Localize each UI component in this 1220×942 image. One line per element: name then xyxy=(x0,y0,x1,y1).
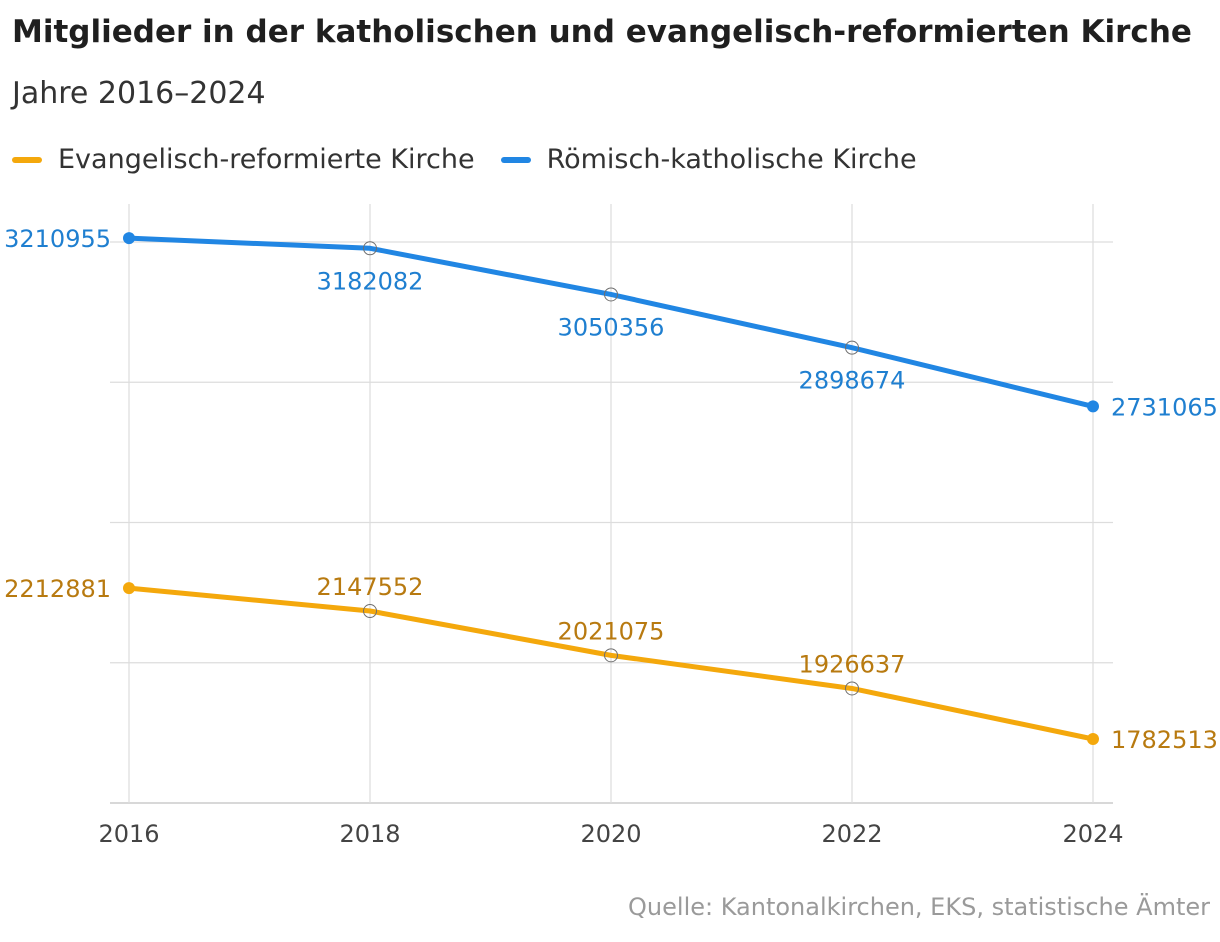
data-label-evangelisch: 2021075 xyxy=(558,617,665,645)
data-point-evangelisch xyxy=(845,681,859,696)
legend-item-evangelisch: Evangelisch-reformierte Kirche xyxy=(12,144,475,175)
legend-label-evangelisch: Evangelisch-reformierte Kirche xyxy=(58,144,475,175)
x-tick-label: 2020 xyxy=(580,820,641,848)
data-label-katholisch: 3182082 xyxy=(317,267,424,295)
data-label-evangelisch: 2212881 xyxy=(4,575,111,603)
data-point-katholisch xyxy=(123,232,135,245)
legend-item-katholisch: Römisch-katholische Kirche xyxy=(500,144,917,175)
data-label-evangelisch: 1782513 xyxy=(1111,726,1218,754)
data-label-evangelisch: 1926637 xyxy=(799,650,906,678)
x-tick-label: 2022 xyxy=(821,820,882,848)
data-label-evangelisch: 2147552 xyxy=(317,573,424,601)
data-point-evangelisch xyxy=(604,648,618,663)
data-point-evangelisch xyxy=(123,582,135,595)
x-tick-label: 2018 xyxy=(339,820,400,848)
legend: Evangelisch-reformierte Kirche Römisch-k… xyxy=(12,144,943,175)
legend-swatch-evangelisch xyxy=(12,156,42,163)
data-label-katholisch: 2898674 xyxy=(799,367,906,395)
data-point-katholisch xyxy=(845,340,859,355)
x-tick-label: 2024 xyxy=(1062,820,1123,848)
series-line-katholisch xyxy=(126,235,1096,409)
data-label-katholisch: 3210955 xyxy=(4,225,111,253)
x-tick-label: 2016 xyxy=(98,820,159,848)
data-point-katholisch xyxy=(363,241,377,256)
data-point-katholisch xyxy=(604,287,618,302)
legend-swatch-katholisch xyxy=(500,156,531,163)
data-label-katholisch: 2731065 xyxy=(1111,393,1218,421)
series-line-evangelisch xyxy=(126,585,1096,742)
data-label-katholisch: 3050356 xyxy=(558,313,665,341)
legend-label-katholisch: Römisch-katholische Kirche xyxy=(546,144,917,175)
data-point-evangelisch xyxy=(363,604,377,619)
source-note: Quelle: Kantonalkirchen, EKS, statistisc… xyxy=(628,893,1210,921)
data-point-katholisch xyxy=(1087,400,1099,413)
chart-title: Mitglieder in der katholischen und evang… xyxy=(12,14,1192,50)
data-point-evangelisch xyxy=(1087,733,1099,746)
chart-subtitle: Jahre 2016–2024 xyxy=(12,76,266,111)
